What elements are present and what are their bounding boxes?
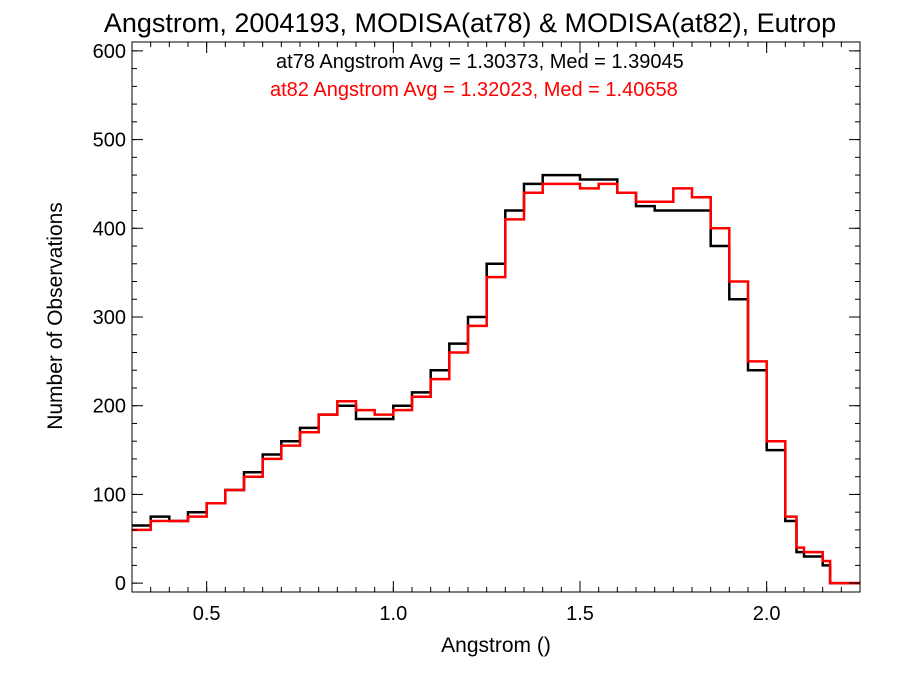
x-axis-label: Angstrom (): [441, 634, 551, 657]
x-tick-label: 1.5: [566, 603, 594, 625]
y-tick-label: 400: [93, 218, 126, 240]
x-tick-label: 1.0: [379, 603, 407, 625]
y-tick-label: 100: [93, 484, 126, 506]
series-line-1: [132, 182, 860, 585]
y-tick-label: 300: [93, 307, 126, 329]
y-tick-label: 0: [115, 573, 126, 595]
y-tick-label: 600: [93, 41, 126, 63]
series-layer: [132, 173, 860, 585]
x-tick-label: 0.5: [193, 603, 221, 625]
y-tick-label: 200: [93, 396, 126, 418]
at82-stats-annotation: at82 Angstrom Avg = 1.32023, Med = 1.406…: [270, 79, 678, 101]
series-line-0: [132, 173, 860, 585]
ticks-layer: 0.5 1.0 1.5 2.0 0 100 200 300 400 500 600: [93, 41, 861, 625]
y-tick-label: 500: [93, 130, 126, 152]
plot-frame: [131, 41, 861, 593]
x-tick-label: 2.0: [753, 603, 781, 625]
chart-title: Angstrom, 2004193, MODISA(at78) & MODISA…: [104, 8, 836, 38]
at78-stats-annotation: at78 Angstrom Avg = 1.30373, Med = 1.390…: [276, 51, 684, 73]
y-axis-label: Number of Observations: [44, 202, 67, 430]
